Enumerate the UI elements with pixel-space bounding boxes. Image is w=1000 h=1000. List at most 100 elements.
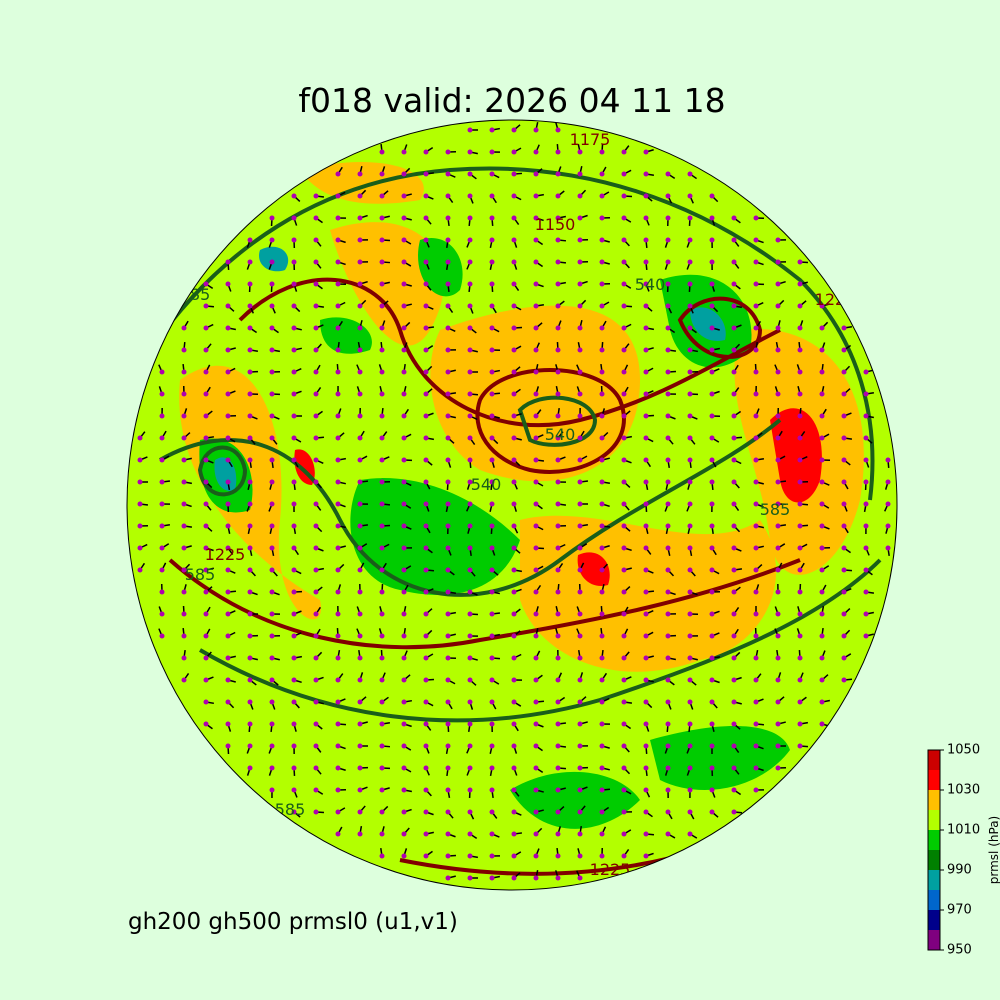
barb-dot — [621, 435, 627, 441]
barb-dot — [731, 281, 737, 287]
barb-dot — [401, 237, 407, 243]
barb-dot — [467, 831, 473, 837]
barb-dot — [467, 479, 473, 485]
colorbar-segment — [928, 850, 940, 870]
barb-dot — [643, 435, 649, 441]
barb-dot — [643, 743, 649, 749]
barb-dot — [753, 435, 759, 441]
barb-dot — [819, 523, 825, 529]
colorbar-segment — [928, 790, 940, 810]
barb-dot — [225, 523, 231, 529]
barb-dot — [445, 677, 451, 683]
barb-dot — [577, 633, 583, 639]
barb-dot — [291, 479, 297, 485]
barb-dot — [335, 831, 341, 837]
barb-dot — [401, 347, 407, 353]
barb-dot — [555, 127, 561, 133]
barb-dot — [599, 259, 605, 265]
barb-dot — [335, 699, 341, 705]
barb-dot — [775, 699, 781, 705]
barb-dot — [775, 501, 781, 507]
barb-dot — [533, 545, 539, 551]
barb-dot — [423, 677, 429, 683]
barb-dot — [687, 369, 693, 375]
barb-dot — [445, 831, 451, 837]
barb-dot — [467, 853, 473, 859]
barb-dot — [159, 633, 165, 639]
barb-dot — [489, 303, 495, 309]
barb-dot — [555, 875, 561, 881]
barb-dot — [335, 523, 341, 529]
barb-dot — [709, 611, 715, 617]
barb-dot — [643, 281, 649, 287]
barb-dot — [687, 259, 693, 265]
barb-dot — [841, 677, 847, 683]
barb-dot — [489, 127, 495, 133]
barb-dot — [863, 567, 869, 573]
barb-dot — [357, 281, 363, 287]
barb-dot — [555, 743, 561, 749]
barb-dot — [577, 391, 583, 397]
barb-dot — [511, 479, 517, 485]
barb-dot — [357, 391, 363, 397]
barb-dot — [775, 655, 781, 661]
barb-dot — [313, 677, 319, 683]
barb-dot — [445, 193, 451, 199]
barb-dot — [687, 523, 693, 529]
barb-dot — [247, 589, 253, 595]
barb-dot — [599, 567, 605, 573]
barb-dot — [423, 413, 429, 419]
barb-dot — [467, 567, 473, 573]
barb-dot — [467, 391, 473, 397]
barb-dot — [401, 523, 407, 529]
barb-dot — [269, 765, 275, 771]
barb-dot — [643, 567, 649, 573]
barb-dot — [577, 809, 583, 815]
barb-dot — [599, 677, 605, 683]
barb-dot — [269, 259, 275, 265]
colorbar-segment — [928, 890, 940, 910]
barb-dot — [687, 303, 693, 309]
barb-dot — [269, 325, 275, 331]
barb-dot — [599, 743, 605, 749]
barb-dot — [797, 413, 803, 419]
barb-dot — [511, 677, 517, 683]
map-title: f018 valid: 2026 04 11 18 — [298, 81, 725, 120]
barb-dot — [445, 743, 451, 749]
barb-dot — [313, 281, 319, 287]
barb-dot — [313, 765, 319, 771]
barb-dot — [445, 369, 451, 375]
barb-dot — [577, 149, 583, 155]
barb-dot — [775, 545, 781, 551]
barb-dot — [335, 303, 341, 309]
barb-dot — [885, 479, 891, 485]
barb-dot — [819, 369, 825, 375]
barb-dot — [797, 457, 803, 463]
barb-dot — [533, 303, 539, 309]
barb-dot — [555, 523, 561, 529]
barb-dot — [159, 545, 165, 551]
barb-dot — [511, 215, 517, 221]
barb-dot — [445, 281, 451, 287]
barb-dot — [313, 589, 319, 595]
barb-dot — [313, 237, 319, 243]
barb-dot — [665, 699, 671, 705]
barb-dot — [753, 523, 759, 529]
barb-dot — [203, 699, 209, 705]
barb-dot — [775, 633, 781, 639]
barb-dot — [247, 325, 253, 331]
barb-dot — [731, 743, 737, 749]
barb-dot — [291, 743, 297, 749]
barb-dot — [599, 347, 605, 353]
barb-dot — [599, 171, 605, 177]
barb-dot — [533, 787, 539, 793]
barb-dot — [533, 171, 539, 177]
barb-dot — [489, 171, 495, 177]
barb-dot — [643, 501, 649, 507]
barb-dot — [665, 721, 671, 727]
barb-dot — [489, 435, 495, 441]
barb-dot — [423, 479, 429, 485]
barb-dot — [313, 721, 319, 727]
barb-dot — [445, 347, 451, 353]
barb-dot — [379, 853, 385, 859]
